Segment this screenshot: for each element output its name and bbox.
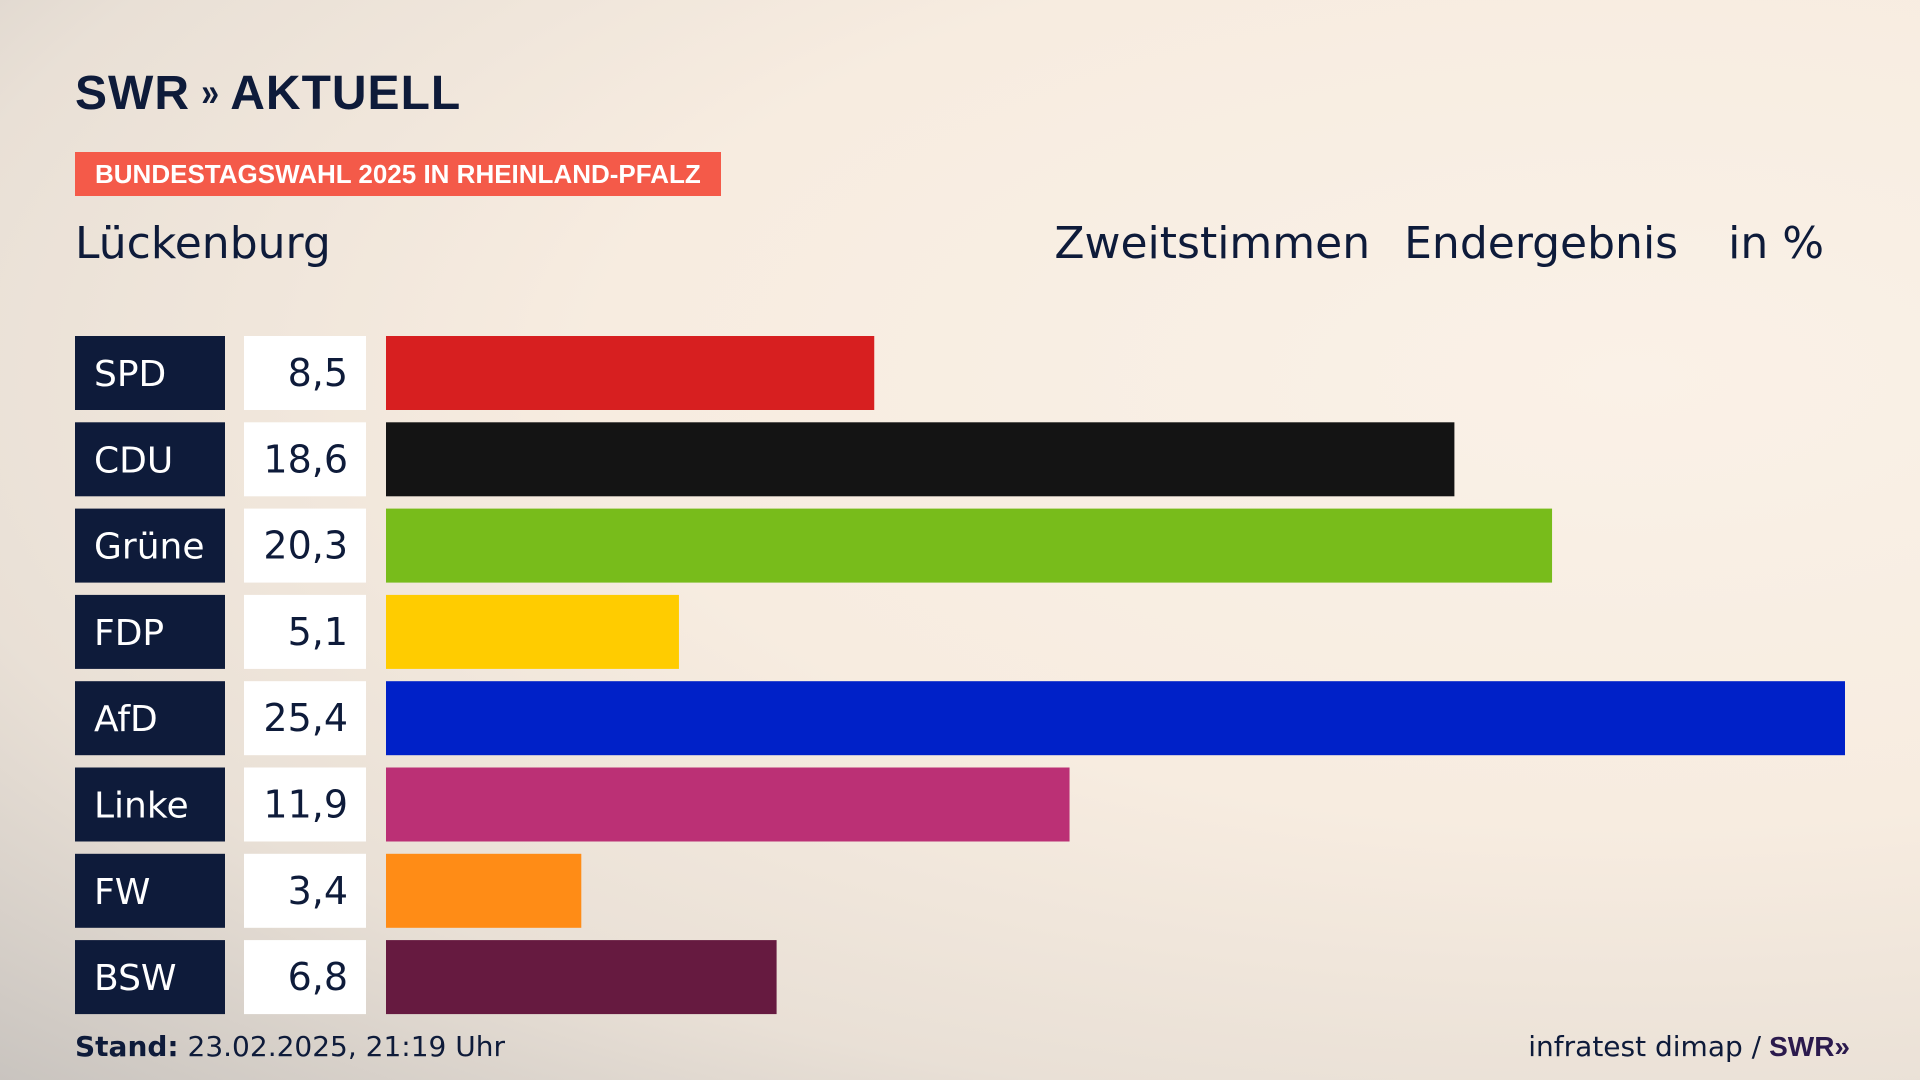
party-label-linke: Linke xyxy=(94,786,189,827)
party-label-afd: AfD xyxy=(94,699,158,740)
source-brand: SWR xyxy=(1769,1030,1835,1062)
value-label-grne: 20,3 xyxy=(263,524,348,568)
source-brand-logo: SWR» xyxy=(1769,1030,1850,1063)
party-label-bsw: BSW xyxy=(94,958,177,999)
source-credit: infratest dimap / SWR» xyxy=(1528,1030,1850,1063)
value-label-fw: 3,4 xyxy=(288,869,348,913)
party-label-grne: Grüne xyxy=(94,527,204,568)
bar-grne xyxy=(386,508,1553,583)
party-label-bg-linke xyxy=(75,767,225,842)
party-label-bg-spd xyxy=(75,336,225,410)
unit-label: in % xyxy=(1728,218,1824,269)
party-label-bg-fdp xyxy=(75,594,225,669)
value-box-cdu xyxy=(244,422,366,497)
election-tag: BUNDESTAGSWAHL 2025 IN RHEINLAND-PFALZ xyxy=(75,152,721,196)
bar-afd xyxy=(386,681,1845,756)
stand-label: Stand: xyxy=(75,1030,179,1063)
party-label-cdu: CDU xyxy=(94,440,173,481)
stand-value: 23.02.2025, 21:19 Uhr xyxy=(187,1030,505,1063)
value-label-cdu: 18,6 xyxy=(263,437,348,481)
value-box-fw xyxy=(244,853,366,928)
party-label-bg-fw xyxy=(75,853,225,928)
location-title: Lückenburg xyxy=(75,218,331,269)
value-label-linke: 11,9 xyxy=(263,783,348,827)
value-label-spd: 8,5 xyxy=(288,351,348,395)
value-box-linke xyxy=(244,767,366,842)
party-label-fdp: FDP xyxy=(94,613,164,654)
party-label-spd: SPD xyxy=(94,354,166,395)
timestamp: Stand: 23.02.2025, 21:19 Uhr xyxy=(75,1030,505,1063)
source-chevron-icon: » xyxy=(1834,1030,1849,1062)
party-label-bg-bsw xyxy=(75,940,225,1015)
bar-fdp xyxy=(386,594,679,669)
value-box-afd xyxy=(244,681,366,756)
party-label-bg-cdu xyxy=(75,422,225,497)
value-label-bsw: 6,8 xyxy=(288,955,348,999)
party-label-bg-grne xyxy=(75,508,225,583)
bar-fw xyxy=(386,853,582,928)
vote-type: Zweitstimmen xyxy=(1054,218,1371,269)
source-text: infratest dimap / xyxy=(1528,1030,1762,1063)
party-label-fw: FW xyxy=(94,872,150,913)
chart-meta: Zweitstimmen Endergebnis in % xyxy=(1054,218,1824,269)
value-box-spd xyxy=(244,336,366,410)
bar-cdu xyxy=(386,422,1455,497)
value-label-fdp: 5,1 xyxy=(288,610,348,654)
value-label-afd: 25,4 xyxy=(263,696,348,740)
bar-spd xyxy=(386,336,875,410)
swr-aktuell-logo: SWR» AKTUELL xyxy=(75,66,461,121)
bar-linke xyxy=(386,767,1070,842)
logo-aktuell: AKTUELL xyxy=(230,67,462,120)
party-label-bg-afd xyxy=(75,681,225,756)
value-box-bsw xyxy=(244,940,366,1015)
value-box-fdp xyxy=(244,594,366,669)
value-box-grne xyxy=(244,508,366,583)
bar-bsw xyxy=(386,940,777,1015)
result-type: Endergebnis xyxy=(1404,218,1679,269)
logo-swr: SWR xyxy=(75,67,190,120)
